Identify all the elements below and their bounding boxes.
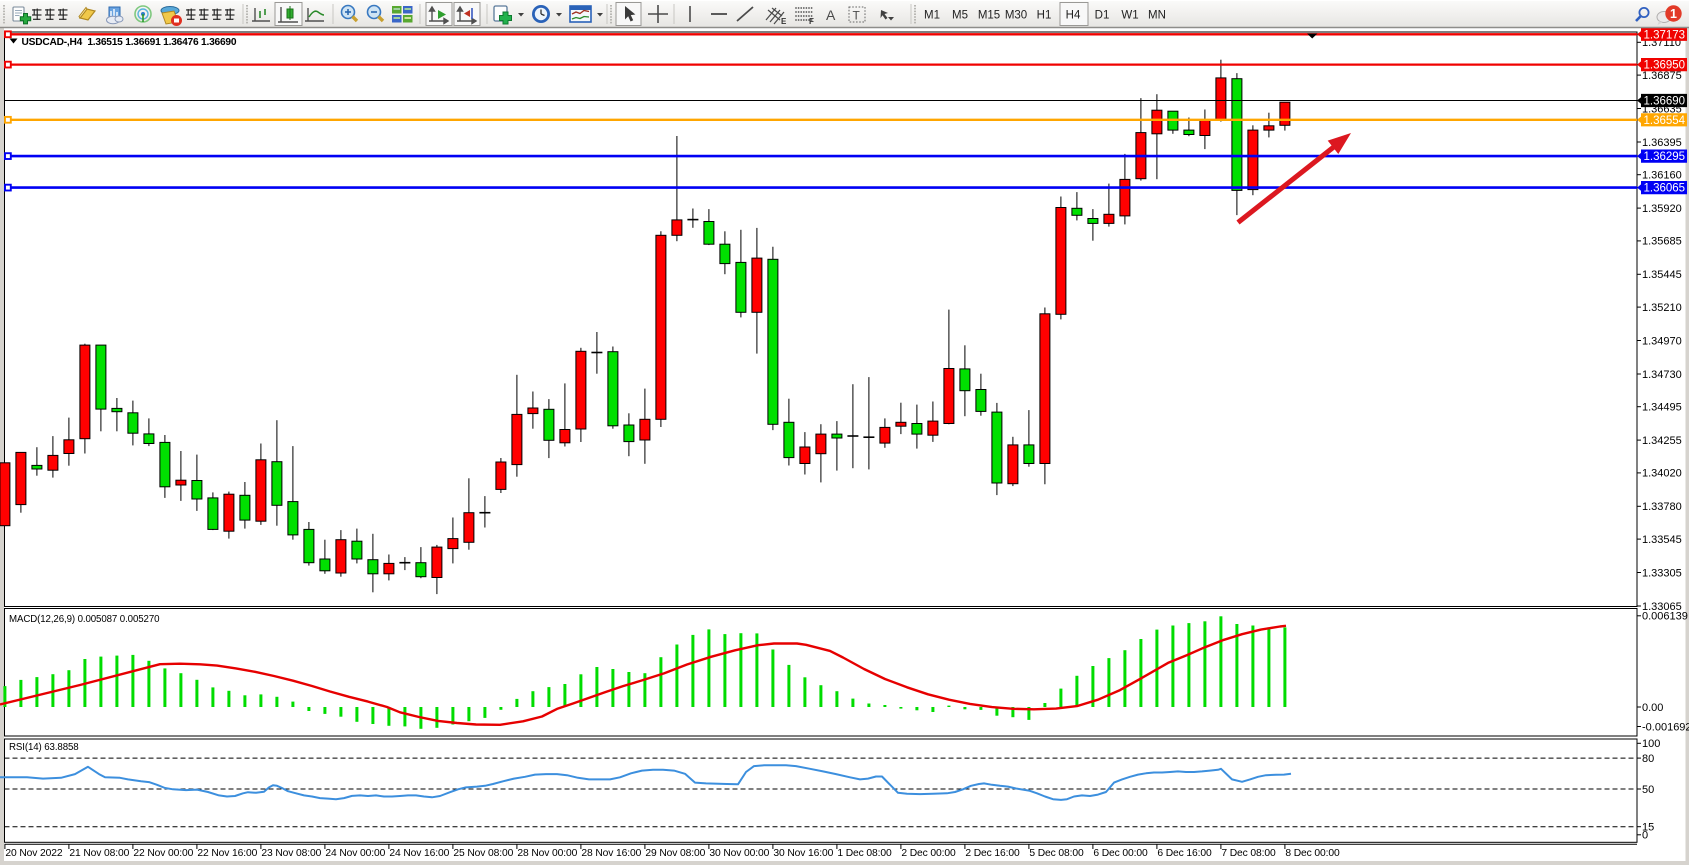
svg-text:1.33065: 1.33065 [1642,601,1682,613]
svg-text:100: 100 [1642,738,1660,750]
svg-text:6 Dec 00:00: 6 Dec 00:00 [1093,848,1148,859]
svg-text:1.35920: 1.35920 [1642,203,1682,215]
svg-text:H4: H4 [1066,10,1081,22]
svg-text:1.36690: 1.36690 [1644,96,1686,108]
svg-text:1.34020: 1.34020 [1642,468,1682,480]
svg-text:1.33780: 1.33780 [1642,501,1682,513]
svg-text:H1: H1 [1037,10,1052,22]
svg-text:A: A [826,7,836,23]
svg-text:0.006139: 0.006139 [1642,611,1688,623]
svg-text:F: F [809,17,814,26]
svg-text:1.36875: 1.36875 [1642,70,1682,82]
svg-text:M1: M1 [924,10,940,22]
svg-text:1.34495: 1.34495 [1642,402,1682,414]
svg-text:23 Nov 08:00: 23 Nov 08:00 [261,848,321,859]
svg-text:0: 0 [1642,830,1648,842]
svg-text:7 Dec 08:00: 7 Dec 08:00 [1221,848,1276,859]
svg-text:1.36395: 1.36395 [1642,137,1682,149]
svg-text:80: 80 [1642,753,1654,765]
svg-text:20 Nov 2022: 20 Nov 2022 [5,848,62,859]
svg-text:1.34730: 1.34730 [1642,369,1682,381]
svg-text:1: 1 [1670,7,1677,21]
svg-text:D1: D1 [1095,10,1110,22]
svg-text:1.36295: 1.36295 [1644,151,1686,163]
svg-text:5 Dec 08:00: 5 Dec 08:00 [1029,848,1084,859]
svg-text:22 Nov 00:00: 22 Nov 00:00 [133,848,193,859]
svg-text:24 Nov 00:00: 24 Nov 00:00 [325,848,385,859]
svg-text:MN: MN [1148,10,1166,22]
svg-text:1.36160: 1.36160 [1642,170,1682,182]
svg-text:22 Nov 16:00: 22 Nov 16:00 [197,848,257,859]
svg-text:W1: W1 [1121,10,1138,22]
svg-text:USDCAD-,H4 1.36515 1.36691 1.: USDCAD-,H4 1.36515 1.36691 1.36476 1.366… [22,37,237,48]
svg-text:M15: M15 [978,10,1000,22]
svg-text:1.36950: 1.36950 [1644,60,1686,72]
svg-text:1.34970: 1.34970 [1642,335,1682,347]
svg-text:1.35445: 1.35445 [1642,269,1682,281]
svg-text:6 Dec 16:00: 6 Dec 16:00 [1157,848,1212,859]
svg-text:1.33305: 1.33305 [1642,567,1682,579]
svg-text:8 Dec 00:00: 8 Dec 00:00 [1285,848,1340,859]
svg-text:21 Nov 08:00: 21 Nov 08:00 [69,848,129,859]
svg-text:1.34255: 1.34255 [1642,435,1682,447]
svg-text:24 Nov 16:00: 24 Nov 16:00 [389,848,449,859]
svg-text:30 Nov 16:00: 30 Nov 16:00 [773,848,833,859]
svg-text:M30: M30 [1005,10,1027,22]
svg-text:25 Nov 08:00: 25 Nov 08:00 [453,848,513,859]
svg-text:1.35210: 1.35210 [1642,302,1682,314]
svg-text:30 Nov 00:00: 30 Nov 00:00 [709,848,769,859]
svg-text:RSI(14) 63.8858: RSI(14) 63.8858 [9,742,79,753]
svg-text:15: 15 [1642,822,1654,834]
svg-text:1.33545: 1.33545 [1642,534,1682,546]
svg-text:M5: M5 [952,10,968,22]
svg-text:2 Dec 00:00: 2 Dec 00:00 [901,848,956,859]
svg-text:1.37173: 1.37173 [1644,29,1686,41]
svg-text:T: T [853,9,861,23]
svg-text:50: 50 [1642,784,1654,796]
svg-text:0.00: 0.00 [1642,702,1663,714]
svg-text:2 Dec 16:00: 2 Dec 16:00 [965,848,1020,859]
svg-text:1.35685: 1.35685 [1642,236,1682,248]
svg-text:28 Nov 00:00: 28 Nov 00:00 [517,848,577,859]
svg-text:MACD(12,26,9) 0.005087 0.00527: MACD(12,26,9) 0.005087 0.005270 [9,614,160,625]
svg-text:1.36554: 1.36554 [1644,115,1686,127]
svg-text:28 Nov 16:00: 28 Nov 16:00 [581,848,641,859]
svg-text:E: E [781,17,787,26]
svg-text:29 Nov 08:00: 29 Nov 08:00 [645,848,705,859]
svg-text:1 Dec 08:00: 1 Dec 08:00 [837,848,892,859]
svg-text:1.36065: 1.36065 [1644,183,1686,195]
svg-text:-0.001692: -0.001692 [1642,721,1689,733]
